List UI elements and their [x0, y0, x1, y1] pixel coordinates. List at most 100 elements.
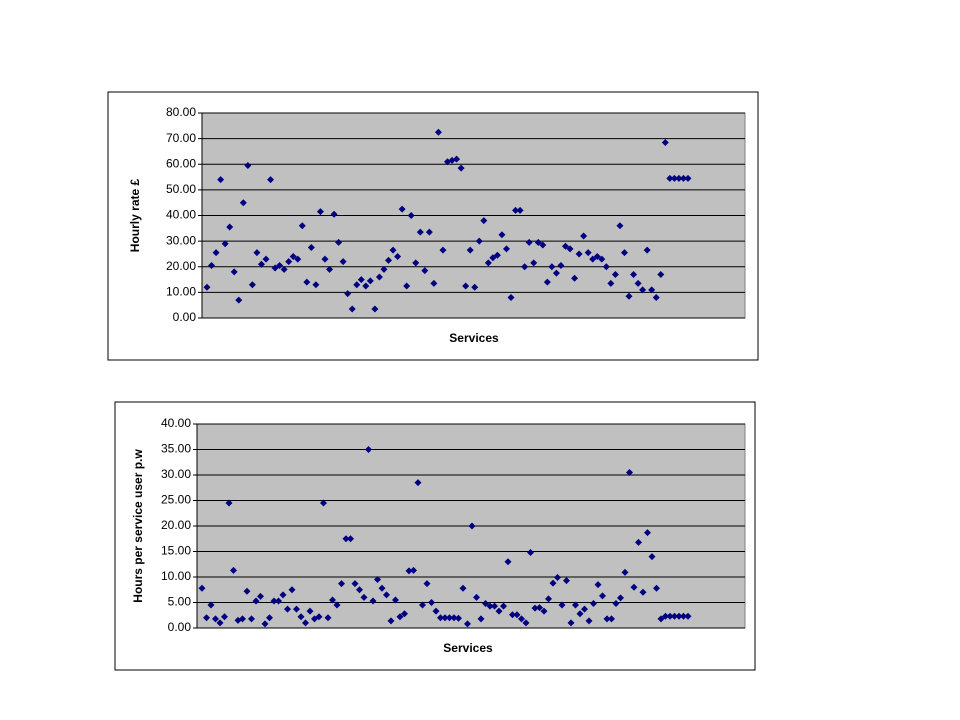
point	[482, 600, 489, 608]
point	[493, 251, 501, 259]
point	[643, 246, 651, 254]
point	[416, 228, 424, 236]
point	[324, 614, 332, 622]
point	[525, 238, 533, 246]
point	[471, 283, 479, 291]
point	[607, 279, 615, 287]
point	[302, 619, 309, 627]
y-tick-label: 10.00	[161, 569, 191, 583]
point	[221, 240, 229, 248]
point	[357, 276, 365, 284]
point	[289, 253, 297, 260]
point	[545, 595, 552, 603]
point	[457, 164, 465, 172]
point	[657, 270, 665, 278]
point	[335, 238, 343, 246]
y-tick-label: 20.00	[161, 518, 191, 532]
point	[348, 305, 356, 313]
point	[661, 138, 669, 146]
point	[504, 558, 512, 566]
point	[534, 238, 542, 246]
y-tick-label: 30.00	[161, 467, 191, 481]
point	[396, 613, 404, 621]
point	[594, 581, 602, 589]
point	[666, 174, 674, 182]
point	[576, 610, 584, 618]
point	[419, 601, 426, 609]
point	[652, 294, 660, 301]
point	[617, 594, 624, 602]
point	[603, 615, 611, 623]
point	[252, 597, 260, 605]
point	[410, 566, 417, 574]
point	[495, 607, 503, 615]
point	[244, 162, 252, 170]
point	[366, 277, 374, 285]
y-tick-label: 30.00	[166, 233, 196, 247]
point	[315, 613, 323, 621]
point	[326, 265, 334, 273]
point	[462, 282, 470, 290]
point	[653, 584, 660, 592]
y-tick-label: 70.00	[166, 131, 196, 145]
point	[549, 579, 557, 587]
chart: 0.00 10.00 20.00 30.00 40.00 50.00 60.00 70.00 8…	[107, 91, 759, 361]
point	[288, 586, 296, 594]
point	[611, 270, 619, 278]
point	[362, 282, 370, 290]
point	[491, 602, 498, 610]
point	[342, 535, 350, 543]
point	[432, 607, 440, 615]
y-tick-label: 35.00	[161, 442, 191, 456]
point	[208, 261, 216, 269]
point	[593, 253, 601, 260]
point	[584, 249, 592, 257]
point	[383, 591, 390, 599]
point	[598, 255, 606, 263]
point	[484, 259, 492, 267]
point	[407, 212, 415, 219]
point	[412, 259, 420, 267]
point	[321, 255, 329, 263]
point	[253, 249, 261, 257]
point	[602, 263, 610, 271]
point	[351, 580, 359, 588]
point	[365, 446, 372, 453]
point	[297, 613, 305, 621]
y-tick-label: 10.00	[166, 285, 196, 299]
chart: 0.00 5.00 10.00 15.00 20.00 25.00 30.00 35.00 40…	[114, 401, 756, 671]
point	[531, 604, 539, 612]
point	[270, 597, 278, 605]
point	[414, 479, 422, 487]
point	[339, 258, 347, 266]
point	[248, 615, 255, 623]
point	[338, 580, 345, 588]
point	[257, 260, 265, 268]
point	[527, 549, 534, 557]
point	[267, 176, 275, 184]
point	[320, 499, 327, 507]
point	[480, 217, 488, 225]
point	[437, 614, 444, 622]
point	[679, 174, 687, 182]
point	[239, 199, 247, 207]
point	[257, 592, 264, 600]
point	[203, 283, 211, 291]
x-axis-title: Services	[449, 331, 499, 345]
point	[347, 535, 354, 543]
point	[521, 263, 529, 271]
point	[639, 286, 647, 294]
point	[554, 574, 561, 582]
point	[464, 620, 471, 628]
point	[657, 615, 665, 623]
point	[626, 468, 633, 476]
point	[421, 267, 429, 275]
point	[599, 592, 606, 600]
point	[212, 249, 220, 257]
point	[635, 538, 642, 546]
y-tick-label: 50.00	[166, 182, 196, 196]
point	[466, 246, 474, 254]
point	[516, 206, 524, 214]
point	[459, 584, 467, 592]
y-tick-label: 15.00	[161, 544, 191, 558]
